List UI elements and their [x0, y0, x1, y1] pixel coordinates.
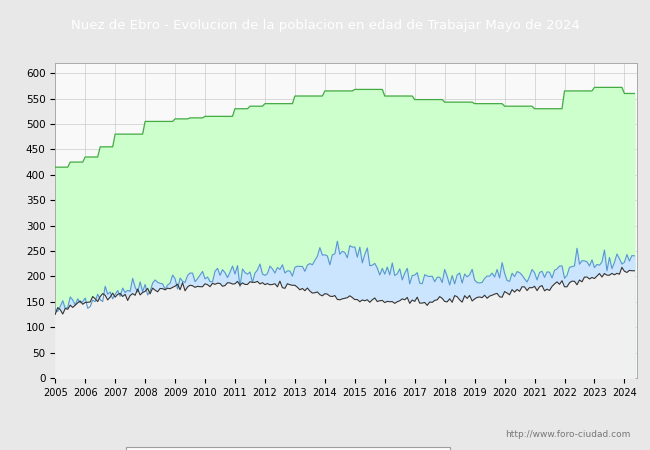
Text: http://www.foro-ciudad.com: http://www.foro-ciudad.com [505, 430, 630, 439]
Legend: Ocupados, Parados, Hab. entre 16-64: Ocupados, Parados, Hab. entre 16-64 [125, 446, 450, 450]
Text: Nuez de Ebro - Evolucion de la poblacion en edad de Trabajar Mayo de 2024: Nuez de Ebro - Evolucion de la poblacion… [71, 19, 579, 32]
